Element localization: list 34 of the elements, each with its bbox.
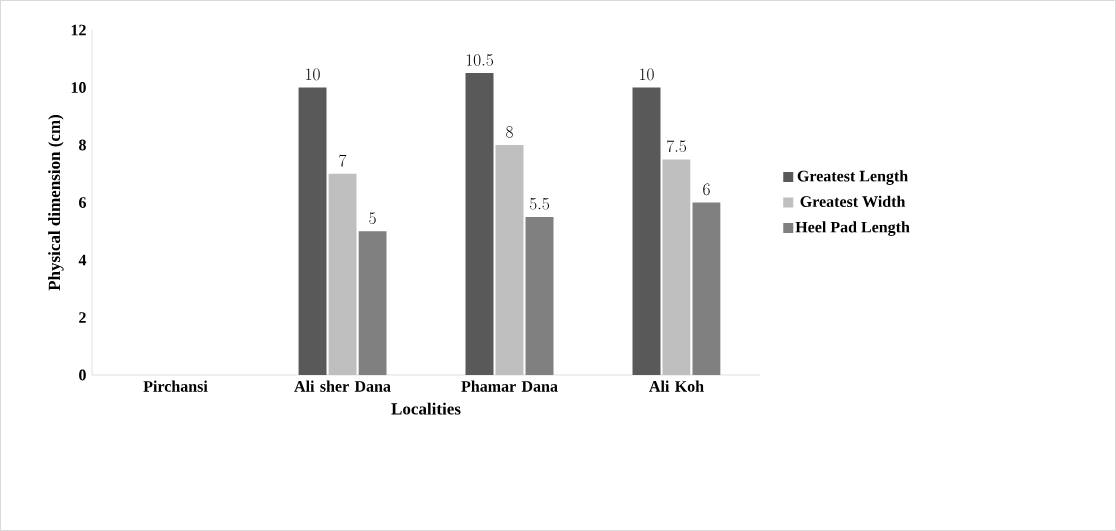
data-label: 5.5 [529,197,550,210]
y-tick-label: 12 [71,24,86,36]
x-tick-label: Ali sher Dana [294,380,391,392]
y-tick-label: 8 [79,139,86,151]
bar [465,73,494,375]
y-tick-label: 6 [79,197,86,208]
bar [298,87,327,375]
data-label: 10 [306,68,320,81]
y-tick-label: 2 [79,312,86,323]
y-tick-label: 10 [71,82,86,93]
data-label: 7.5 [667,140,687,153]
x-tick-label: Pirchansi [143,380,208,392]
bar [692,202,721,375]
data-label: 10.5 [466,54,494,66]
bar [495,145,524,375]
x-axis-title: Localities [391,402,461,415]
legend-label: Heel Pad Length [795,221,910,236]
bar [662,159,691,375]
y-tick-label: 0 [79,369,86,381]
bar [358,231,387,375]
data-label: 10 [640,68,654,81]
bar [328,173,357,375]
y-tick-label: 4 [78,254,87,266]
data-label: 6 [703,183,710,196]
data-label: 8 [506,126,513,138]
y-axis-title: Physical dimension (cm) [48,114,64,291]
x-tick-label: Phamar Dana [461,380,558,392]
legend-label: Greatest Width [800,195,906,208]
bar [632,87,661,375]
x-tick-label: Ali Koh [649,380,704,392]
data-label: 5 [369,212,376,224]
legend-label: Greatest Length [797,170,908,185]
data-label: 7 [339,154,347,167]
bar [525,216,554,375]
